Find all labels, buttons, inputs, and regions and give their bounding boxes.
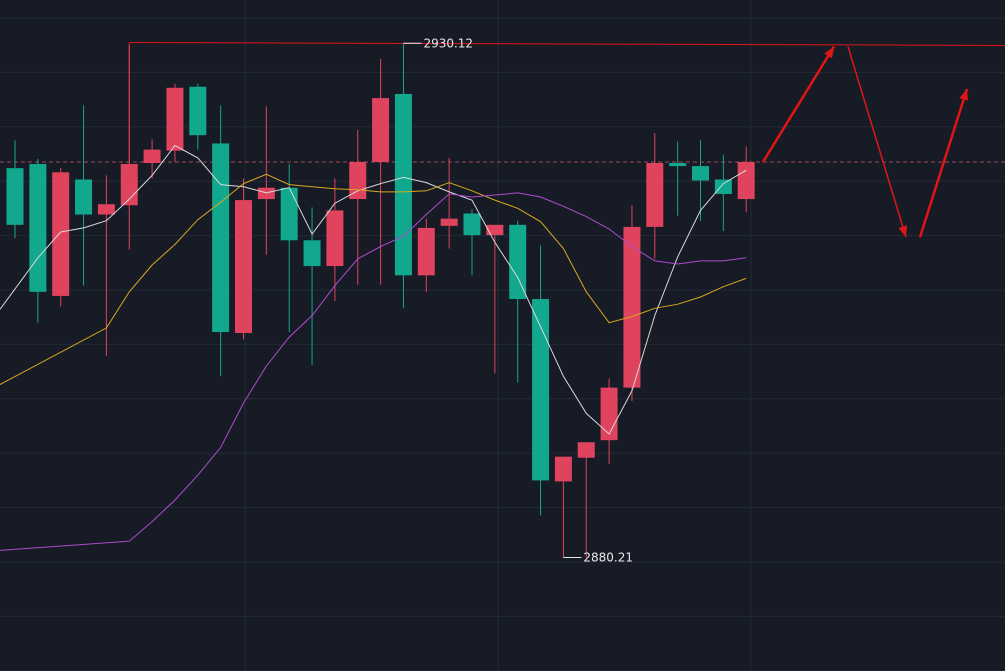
extreme-labels: 2930.12 2880.21 [403,36,633,565]
candle-body [737,161,755,200]
projection-arrow-head [898,225,908,238]
candle-body [372,98,390,162]
candle-body [257,187,275,200]
high-price-label: 2930.12 [423,36,473,50]
low-price-label: 2880.21 [583,551,633,565]
candle-body [75,179,93,215]
resistance-line [129,41,1005,46]
candle-body [166,87,184,151]
candle-body [440,218,458,226]
candle-body [212,143,230,332]
candle-body [692,166,709,181]
candle-body [463,213,481,236]
moving-average-short-line [0,144,747,435]
projection-arrows [761,45,969,238]
candle-body [6,168,24,225]
moving-average-lines [0,144,747,551]
candle-body [326,210,344,267]
projection-arrow-head [824,46,834,59]
candle-body [532,299,550,481]
candle-body [714,179,732,194]
projection-arrow-shaft [918,88,969,238]
candle-body [509,224,527,300]
candle-body [646,163,664,227]
candle-body [623,226,641,388]
projection-arrow-shaft [761,45,836,163]
candle-body [280,187,298,241]
candle-body [577,442,595,458]
candle-body [303,240,321,267]
candle-series [6,43,755,558]
candle-body [143,149,161,164]
candle-body [52,172,70,296]
candle-body [486,224,504,236]
projection-arrow-head [959,88,968,101]
candle-body [554,456,572,482]
candle-body [235,200,252,334]
moving-average-mid-line [0,173,747,385]
projection-arrow-shaft [847,46,907,238]
moving-average-long-line [0,192,747,551]
candle-body [394,93,412,276]
candle-body [97,204,115,215]
candle-body [29,164,47,292]
candle-body [600,387,618,441]
candle-body [669,163,687,167]
candle-body [417,227,435,276]
candle-body [189,86,207,136]
